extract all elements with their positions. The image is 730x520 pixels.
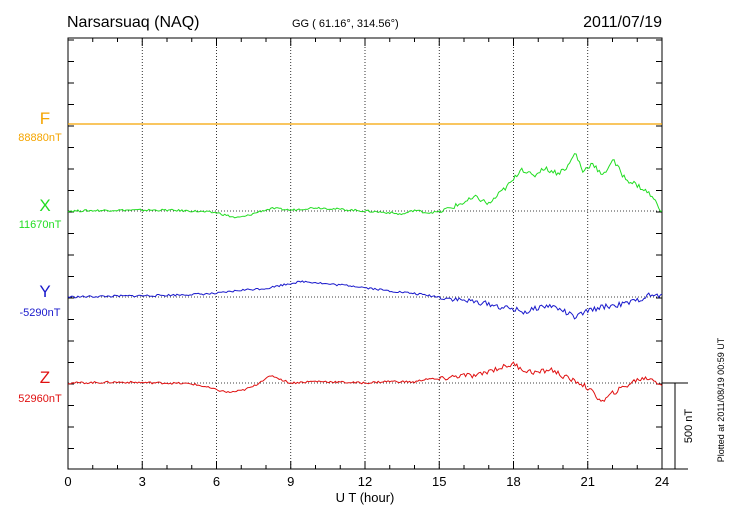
date-label: 2011/07/19: [583, 14, 662, 31]
series-name-z: Z: [40, 368, 50, 387]
x-tick-label: 21: [581, 474, 595, 489]
series-baseline-value-f: 88880nT: [18, 132, 62, 144]
x-tick-label: 9: [287, 474, 294, 489]
x-tick-label: 0: [64, 474, 71, 489]
x-tick-label: 12: [358, 474, 372, 489]
x-axis-label: U T (hour): [336, 490, 395, 505]
series-name-y: Y: [39, 282, 50, 301]
series-baseline-value-y: -5290nT: [20, 307, 61, 319]
series-name-f: F: [40, 109, 50, 128]
series-baseline-value-x: 11670nT: [19, 219, 62, 231]
trace-y: [67, 280, 663, 320]
series-labels: F 88880nT X 11670nT Y -5290nT Z 52960nT: [18, 109, 62, 405]
trace-z: [67, 361, 663, 403]
x-tick-label: 24: [655, 474, 669, 489]
x-axis: 0 3 6 9 12 15 18 21 24: [64, 38, 669, 489]
station-title: Narsarsuaq (NAQ): [67, 14, 199, 31]
series-name-x: X: [39, 196, 50, 215]
vertical-grid: [141, 38, 589, 469]
trace-x: [67, 153, 663, 219]
scale-bar-label: 500 nT: [683, 409, 695, 444]
plotted-at-note: Plotted at 2011/08/19 00:59 UT: [716, 337, 726, 462]
x-tick-label: 3: [139, 474, 146, 489]
x-tick-label: 18: [506, 474, 520, 489]
x-tick-label: 15: [432, 474, 446, 489]
series-baseline-value-z: 52960nT: [18, 393, 62, 405]
x-tick-label: 6: [213, 474, 220, 489]
series-traces: [67, 123, 663, 403]
coordinates-label: GG ( 61.16°, 314.56°): [292, 18, 399, 30]
